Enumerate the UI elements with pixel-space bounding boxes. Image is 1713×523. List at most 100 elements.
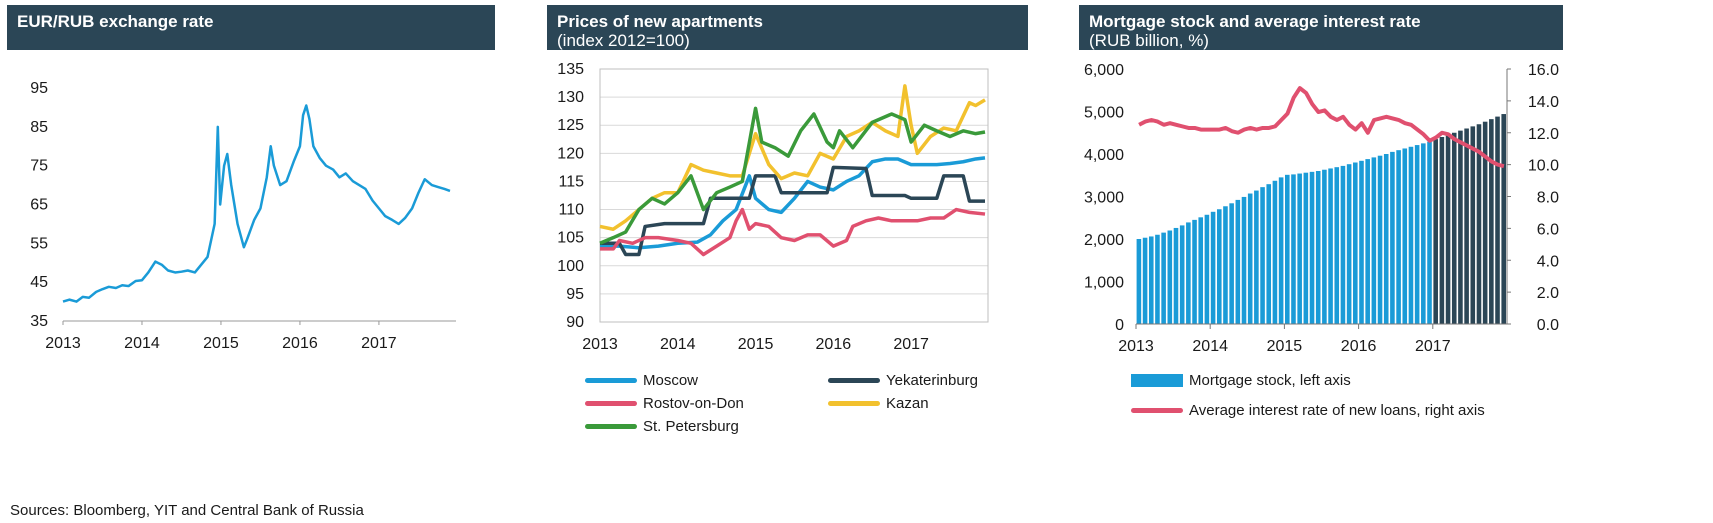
mortgage-stock-bar [1235,199,1241,324]
mortgage-y-right-tick-label: 4.0 [1537,253,1559,270]
legend-mortgage-stock: Mortgage stock, left axis [1131,372,1351,389]
legend-moscow: Moscow [585,372,698,389]
exchange-rate-chart-title: EUR/RUB exchange rate [17,12,214,31]
mortgage-stock-bar [1322,169,1327,324]
mortgage-stock-bar [1309,171,1315,324]
mortgage-stock-bar [1346,164,1352,324]
mortgage-stock-bar [1260,187,1265,324]
mortgage-stock-bar [1390,151,1395,324]
eurrub-series-line [62,104,451,303]
apartment-prices-chart-subtitle: (index 2012=100) [557,31,690,50]
mortgage-stock-bar [1254,190,1259,324]
apartments-y-tick-label: 90 [566,314,584,331]
legend-interest-rate-label: Average interest rate of new loans, righ… [1189,402,1485,419]
apartments-y-tick-label: 115 [558,173,584,190]
mortgage-stock-bar [1365,159,1370,324]
mortgage-stock-bar [1167,230,1173,324]
mortgage-stock-bar [1161,232,1166,324]
mortgage-stock-bar [1278,177,1284,324]
mortgage-stock-bar [1353,162,1358,324]
mortgage-x-tick-label: 2013 [1118,338,1154,355]
mortgage-stock-bar [1148,236,1154,324]
mortgage-stock-bar [1315,171,1321,324]
mortgage-stock-bar [1458,130,1463,324]
legend-rostov-swatch [585,401,637,406]
mortgage-y-left-tick-label: 3,000 [1084,190,1124,207]
legend-rostov-label: Rostov-on-Don [643,395,744,412]
mortgage-stock-bar [1223,206,1228,324]
mortgage-y-right-tick-label: 0.0 [1537,317,1559,334]
mortgage-chart-title: Mortgage stock and average interest rate [1089,12,1421,31]
apartments-x-tick-label: 2013 [582,336,618,353]
apartments-y-tick-label: 95 [566,286,584,303]
apartments-line-yekaterinburg [600,165,985,257]
mortgage-stock-bar [1241,196,1247,324]
legend-moscow-label: Moscow [643,372,699,389]
mortgage-stock-bar [1383,154,1389,324]
mortgage-stock-bar [1266,184,1272,324]
mortgage-chart-header: Mortgage stock and average interest rate… [1079,5,1563,50]
legend-st-petersburg: St. Petersburg [585,418,739,435]
apartments-y-tick-label: 130 [557,89,584,106]
legend-mortgage-stock-label: Mortgage stock, left axis [1189,372,1351,389]
eurrub-y-tick-label: 55 [30,235,48,252]
legend-kazan-swatch [828,401,880,406]
mortgage-y-right-tick-label: 6.0 [1537,221,1559,238]
mortgage-stock-bar [1297,173,1302,324]
apartments-x-tick-label: 2015 [738,336,774,353]
eurrub-y-tick-label: 65 [30,197,48,214]
legend-yekaterinburg-swatch [828,378,880,383]
mortgage-x-tick-label: 2017 [1415,338,1451,355]
mortgage-stock-bar [1291,174,1296,324]
apartments-y-tick-label: 135 [557,61,584,78]
mortgage-stock-bar [1192,219,1197,324]
mortgage-stock-bar [1285,174,1290,324]
apartments-y-tick-label: 110 [558,202,584,219]
mortgage-stock-bar [1359,160,1364,324]
apartments-line-kazan [599,84,986,231]
mortgage-x-tick-label: 2015 [1267,338,1303,355]
mortgage-stock-bar [1340,165,1346,324]
eurrub-x-tick-label: 2016 [282,335,318,352]
mortgage-y-right-tick-label: 8.0 [1537,190,1559,207]
legend-moscow-swatch [585,378,637,383]
legend-kazan-label: Kazan [886,395,929,412]
mortgage-stock-bar [1198,217,1204,324]
eurrub-x-tick-label: 2017 [361,335,397,352]
mortgage-stock-bar [1501,114,1506,324]
mortgage-y-right-tick-label: 2.0 [1537,285,1559,302]
exchange-rate-chart-header: EUR/RUB exchange rate [7,5,495,50]
mortgage-y-right-tick-label: 12.0 [1528,126,1559,143]
mortgage-stock-bar [1495,116,1500,324]
apartments-y-tick-label: 120 [557,145,584,162]
mortgage-x-tick-label: 2014 [1192,338,1228,355]
mortgage-stock-bar [1445,134,1451,324]
mortgage-stock-bar [1229,203,1234,324]
legend-yekaterinburg: Yekaterinburg [828,372,978,389]
legend-interest-rate: Average interest rate of new loans, righ… [1131,402,1485,419]
mortgage-y-left-tick-label: 1,000 [1084,275,1124,292]
mortgage-stock-bar [1247,193,1253,324]
eurrub-y-tick-label: 45 [30,274,48,291]
mortgage-stock-bar [1272,180,1278,324]
mortgage-stock-bar [1439,137,1445,324]
eurrub-y-tick-label: 35 [30,313,48,330]
mortgage-stock-bar [1328,168,1333,324]
mortgage-y-left-tick-label: 4,000 [1084,147,1124,164]
apartments-x-tick-label: 2016 [816,336,852,353]
mortgage-stock-bar [1414,145,1420,324]
sources-note: Sources: Bloomberg, YIT and Central Bank… [10,502,364,519]
mortgage-y-left-tick-label: 0 [1115,317,1124,334]
apartment-prices-chart-header: Prices of new apartments (index 2012=100… [547,5,1028,50]
apartments-x-tick-label: 2014 [660,336,696,353]
mortgage-y-right-tick-label: 10.0 [1528,158,1559,175]
mortgage-stock-bar [1186,222,1191,324]
legend-kazan: Kazan [828,395,929,412]
apartment-prices-chart-title: Prices of new apartments [557,12,763,31]
mortgage-stock-bar [1470,126,1476,324]
mortgage-stock-bar [1216,209,1222,324]
apartments-plot-frame [599,68,989,323]
eurrub-y-tick-label: 85 [30,119,48,136]
mortgage-stock-bar [1173,227,1179,324]
